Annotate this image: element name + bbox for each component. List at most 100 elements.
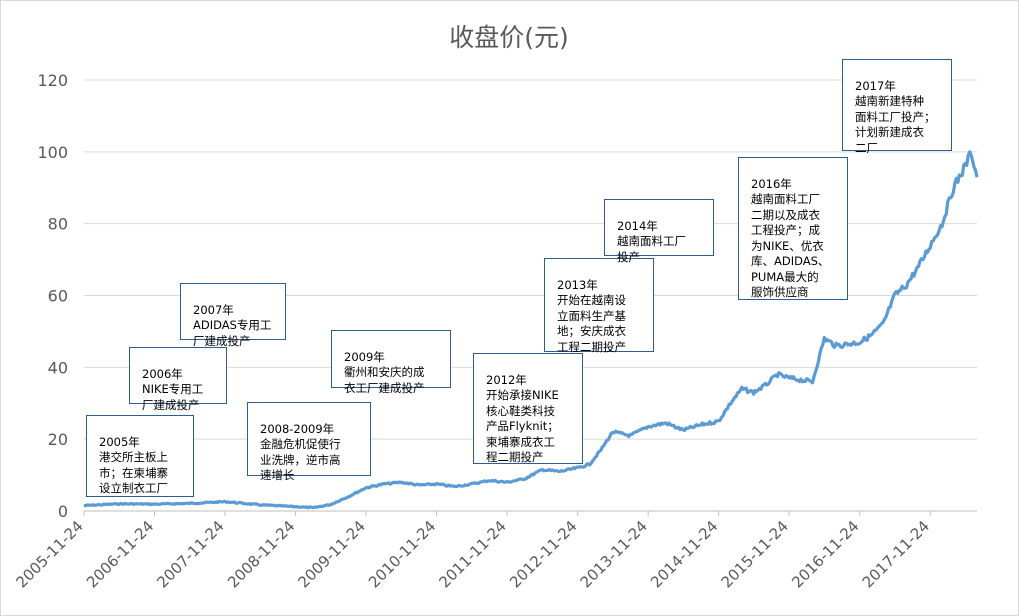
x-tick-label: 2016-11-24 — [788, 517, 862, 591]
data-point — [83, 505, 85, 507]
annotation-text: 开始承接NIKE 核心鞋类科技 产品Flyknit； 柬埔寨成衣工 程二期投产 — [486, 388, 559, 464]
data-point — [906, 284, 907, 286]
data-point — [976, 176, 978, 178]
data-point — [118, 503, 120, 505]
annotation-2008-2009: 2008-2009年 金融危机促使行 业洗牌，逆市高 速增长 — [247, 402, 371, 482]
annotation-text: 港交所主板上 市；在柬埔寨 设立制衣工厂 — [99, 450, 168, 495]
y-tick-label: 120 — [37, 71, 68, 90]
data-point — [859, 341, 861, 343]
x-tick-label: 2011-11-24 — [435, 517, 509, 591]
annotation-year: 2008-2009年 — [260, 421, 335, 436]
data-point — [577, 467, 579, 469]
data-point — [224, 501, 226, 503]
annotation-year: 2006年 — [142, 366, 183, 381]
annotation-year: 2012年 — [486, 372, 527, 387]
x-tick-label: 2014-11-24 — [647, 517, 721, 591]
data-point — [741, 388, 743, 390]
data-point — [400, 481, 402, 483]
x-tick-label: 2012-11-24 — [506, 517, 580, 591]
annotation-text: ADIDAS专用工 厂建成投产 — [193, 318, 272, 348]
annotation-year: 2005年 — [99, 434, 140, 449]
data-point — [665, 422, 667, 424]
annotation-text: 越南面料工厂 二期以及成衣 工程投产；成 为NIKE、优衣 库、ADIDAS、 … — [751, 192, 830, 299]
data-point — [488, 480, 490, 481]
data-point — [589, 463, 590, 465]
data-point — [471, 483, 472, 485]
data-point — [188, 503, 190, 504]
data-point — [453, 486, 455, 488]
data-point — [682, 429, 684, 431]
annotation-text: 金融危机促使行 业洗牌，逆市高 速增长 — [260, 437, 341, 482]
annotation-2013: 2013年 开始在越南设 立面料生产基 地；安庆成衣 工程二期投产 — [544, 258, 654, 354]
data-point — [295, 506, 297, 508]
annotation-2007: 2007年 ADIDAS专用工 厂建成投产 — [180, 283, 286, 348]
annotation-2012: 2012年 开始承接NIKE 核心鞋类科技 产品Flyknit； 柬埔寨成衣工 程… — [473, 353, 583, 464]
annotation-2017: 2017年 越南新建特种 面料工厂投产； 计划新建成衣 二厂 — [842, 59, 952, 155]
annotation-text: 越南面料工厂 投产 — [617, 234, 686, 264]
x-tick-label: 2015-11-24 — [718, 517, 792, 591]
annotation-2009: 2009年 衢州和安庆的成 衣工厂建成投产 — [331, 330, 451, 395]
data-point — [835, 345, 837, 347]
data-point — [559, 471, 561, 472]
data-point — [788, 377, 790, 379]
annotation-year: 2014年 — [617, 218, 658, 233]
annotation-year: 2009年 — [344, 349, 385, 364]
data-point — [729, 402, 731, 404]
y-tick-label: 0 — [58, 502, 68, 521]
x-tick-label: 2006-11-24 — [83, 517, 157, 591]
y-axis-tick-labels: 0 20 40 60 80 100 120 — [37, 71, 68, 521]
y-tick-label: 60 — [48, 287, 68, 306]
y-tick-label: 80 — [48, 215, 68, 234]
x-tick-label: 2005-11-24 — [12, 517, 86, 591]
annotation-2006: 2006年 NIKE专用工 厂建成投产 — [129, 347, 227, 412]
x-axis-tick-labels: 2005-11-242006-11-242007-11-242008-11-24… — [12, 510, 977, 591]
data-point — [882, 323, 884, 325]
data-point — [383, 483, 385, 485]
data-point — [718, 420, 720, 422]
data-point — [812, 381, 813, 383]
y-tick-label: 100 — [37, 143, 68, 162]
x-tick-label: 2013-11-24 — [577, 517, 651, 591]
data-point — [700, 424, 702, 426]
annotation-text: 越南新建特种 面料工厂投产； 计划新建成衣 二厂 — [855, 94, 936, 155]
data-point — [918, 266, 919, 268]
data-point — [347, 496, 349, 498]
data-point — [541, 469, 543, 471]
data-point — [600, 449, 602, 451]
data-point — [365, 487, 367, 489]
x-tick-label: 2008-11-24 — [224, 517, 298, 591]
data-point — [871, 334, 873, 336]
x-tick-label: 2010-11-24 — [365, 517, 439, 591]
data-point — [941, 223, 943, 225]
data-point — [952, 187, 954, 189]
data-point — [929, 244, 931, 246]
data-point — [418, 484, 420, 486]
data-point — [800, 379, 802, 381]
annotation-year: 2017年 — [855, 78, 896, 93]
y-tick-label: 40 — [48, 358, 68, 377]
data-point — [612, 431, 614, 433]
annotation-text: 衢州和安庆的成 衣工厂建成投产 — [344, 365, 425, 395]
annotation-text: 开始在越南设 立面料生产基 地；安庆成衣 工程二期投产 — [557, 293, 626, 354]
data-point — [312, 507, 314, 509]
data-point — [847, 343, 849, 345]
y-tick-label: 20 — [48, 430, 68, 449]
data-point — [753, 392, 755, 393]
annotation-year: 2007年 — [193, 302, 234, 317]
data-point — [823, 338, 825, 340]
x-tick-label: 2009-11-24 — [295, 517, 369, 591]
price-series — [83, 150, 979, 510]
data-point — [330, 504, 332, 505]
data-point — [764, 384, 766, 386]
data-point — [647, 426, 649, 428]
data-point — [970, 151, 972, 153]
data-point — [964, 165, 966, 167]
data-point — [259, 504, 261, 506]
annotation-year: 2013年 — [557, 277, 598, 292]
data-point — [506, 481, 508, 483]
chart-title: 收盘价(元) — [449, 23, 569, 52]
x-tick-label: 2017-11-24 — [859, 517, 933, 591]
series-line — [83, 150, 979, 510]
data-point — [776, 374, 778, 375]
annotation-2014: 2014年 越南面料工厂 投产 — [604, 199, 714, 264]
